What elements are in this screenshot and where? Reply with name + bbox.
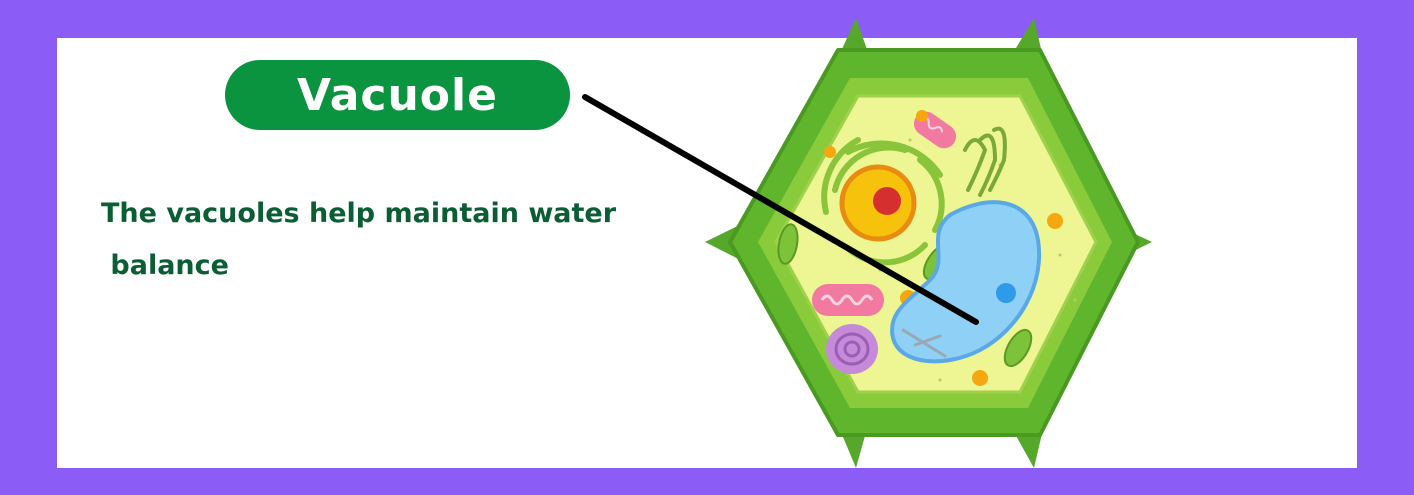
title-badge: Vacuole: [225, 60, 570, 130]
purple-organelle: [826, 324, 878, 374]
description-text: The vacuoles help maintain water balance: [101, 198, 617, 281]
nucleolus: [873, 187, 901, 215]
golgi-apparatus: [963, 126, 1007, 197]
vacuole-lines: [901, 328, 947, 358]
title-text: Vacuole: [297, 69, 498, 121]
pointer-line: [582, 94, 979, 325]
vacuole: [890, 200, 1042, 364]
vacuole-dot: [996, 283, 1016, 303]
mitochondrion-left: [812, 284, 884, 316]
